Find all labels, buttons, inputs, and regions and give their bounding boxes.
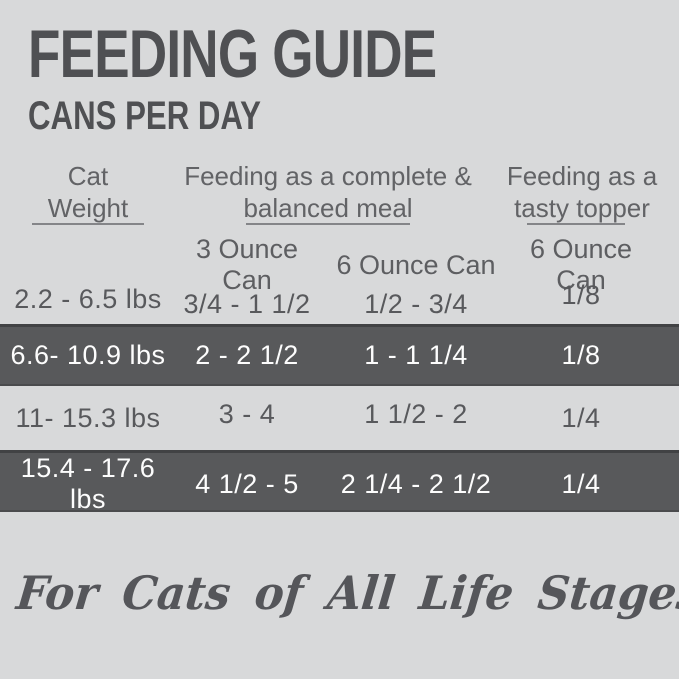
topper-6oz-value: 1/8 <box>561 340 601 370</box>
header-underline <box>527 223 625 225</box>
meal-3oz-value: 3/4 - 1 1/2 <box>183 288 311 319</box>
meal-6oz-value: 1 - 1 1/4 <box>364 340 468 370</box>
table-row: 2.2 - 6.5 lbs 3/4 - 1 1/2 1/2 - 3/4 1/8 <box>0 276 679 322</box>
meal-3oz-value: 4 1/2 - 5 <box>195 468 299 499</box>
table-row-highlighted: 15.4 - 17.6 lbs 4 1/2 - 5 2 1/4 - 2 1/2 … <box>0 450 679 514</box>
cat-weight-value: 6.6- 10.9 lbs <box>10 340 166 370</box>
subheader-6oz-can: 6 Ounce Can <box>336 249 496 280</box>
column-header-complete-meal: Feeding as a complete & balanced meal <box>176 160 480 224</box>
life-stages-tagline: For Cats of All Life Stages <box>14 566 679 620</box>
column-header-cat-weight: Cat Weight <box>0 160 176 224</box>
page-subtitle: CANS PER DAY <box>28 94 261 138</box>
column-header-tasty-topper: Feeding as a tasty topper <box>502 160 662 224</box>
cat-weight-value: 2.2 - 6.5 lbs <box>14 283 162 314</box>
meal-3oz-value: 3 - 4 <box>218 398 276 429</box>
column-header-line: Cat <box>67 161 109 191</box>
column-header-line: tasty topper <box>514 193 650 223</box>
topper-6oz-value: 1/8 <box>561 279 601 310</box>
header-underline <box>246 223 410 225</box>
subheader-6oz-can-topper: 6 Ounce Can <box>529 234 633 295</box>
table-row-highlighted: 6.6- 10.9 lbs 2 - 2 1/2 1 - 1 1/4 1/8 <box>0 324 679 386</box>
cat-weight-value: 11- 15.3 lbs <box>15 402 161 433</box>
column-header-line: balanced meal <box>243 193 413 223</box>
topper-6oz-value: 1/4 <box>561 402 601 433</box>
meal-6oz-value: 1 1/2 - 2 <box>364 398 468 429</box>
column-header-line: Weight <box>47 193 129 223</box>
cat-weight-value: 15.4 - 17.6 lbs <box>20 453 156 514</box>
meal-3oz-value: 2 - 2 1/2 <box>195 340 299 370</box>
meal-6oz-value: 2 1/4 - 2 1/2 <box>340 468 492 499</box>
meal-6oz-value: 1/2 - 3/4 <box>364 288 468 319</box>
subheader-3oz-can: 3 Ounce Can <box>195 234 299 295</box>
table-row: 11- 15.3 lbs 3 - 4 1 1/2 - 2 1/4 <box>0 386 679 450</box>
page-title: FEEDING GUIDE <box>28 16 437 92</box>
header-underline <box>32 223 144 225</box>
topper-6oz-value: 1/4 <box>561 468 601 499</box>
column-header-line: Feeding as a complete & <box>184 161 472 191</box>
column-header-line: Feeding as a <box>506 161 658 191</box>
can-size-subheader-row: 3 Ounce Can 6 Ounce Can 6 Ounce Can <box>0 234 679 295</box>
